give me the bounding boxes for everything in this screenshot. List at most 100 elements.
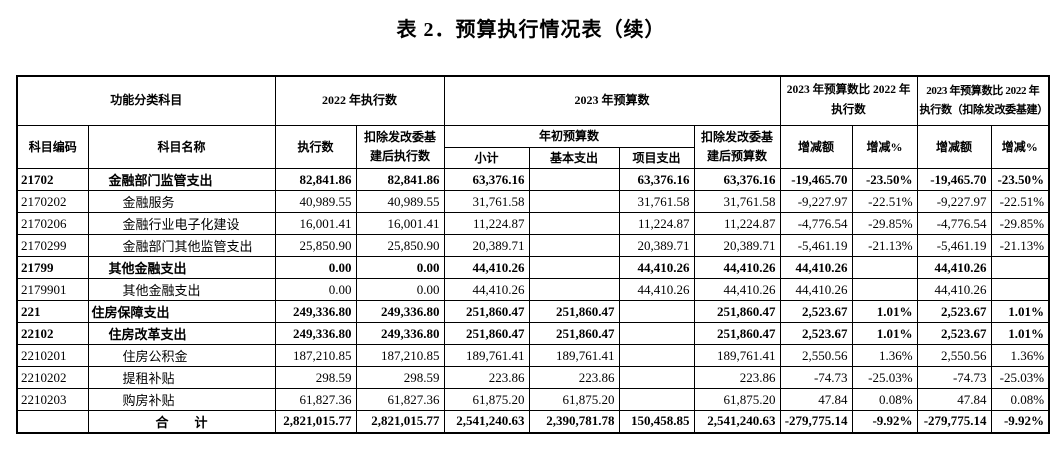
cell-value: 187,210.85 xyxy=(355,344,445,368)
header-2023-vs-2022-ex-group: 2023 年预算数比 2022 年 执行数（扣除发改委基建） xyxy=(916,75,1050,126)
cell-value xyxy=(618,388,695,412)
cell-subject-name: 金融部门其他监管支出 xyxy=(87,234,276,258)
cell-value: -5,461.19 xyxy=(779,234,853,258)
cell-subject-name: 住房保障支出 xyxy=(87,300,276,324)
cell-value xyxy=(618,300,695,324)
cell-value: 82,841.86 xyxy=(355,168,445,192)
cell-value: 0.00 xyxy=(355,256,445,280)
cell-value: 11,224.87 xyxy=(693,212,781,236)
cell-value: 0.08% xyxy=(990,388,1050,412)
cell-subject-name: 金融服务 xyxy=(87,190,276,214)
header-subtotal: 小计 xyxy=(443,146,530,170)
cell-value: 298.59 xyxy=(274,366,357,390)
cell-value: 20,389.71 xyxy=(618,234,695,258)
cell-value: -5,461.19 xyxy=(916,234,992,258)
cell-value xyxy=(528,256,620,280)
cell-value: 25,850.90 xyxy=(274,234,357,258)
cell-value: 2,390,781.78 xyxy=(528,410,620,434)
table-row: 21702 金融部门监管支出 82,841.86 82,841.86 63,376.16… xyxy=(16,168,1050,192)
cell-value xyxy=(618,322,695,346)
header-project-expenditure: 项目支出 xyxy=(618,146,695,170)
header-execution-excl-ndrc: 扣除发改委基 建后执行数 xyxy=(355,124,445,170)
header-initial-budget: 年初预算数 xyxy=(443,124,695,148)
cell-value: 251,860.47 xyxy=(693,300,781,324)
cell-value: 223.86 xyxy=(693,366,781,390)
cell-value: 44,410.26 xyxy=(779,256,853,280)
cell-subject-name: 金融部门监管支出 xyxy=(87,168,276,192)
cell-value: -29.85% xyxy=(851,212,918,236)
cell-value: 44,410.26 xyxy=(618,278,695,302)
header-subject-code: 科目编码 xyxy=(16,124,89,170)
cell-value: 63,376.16 xyxy=(443,168,530,192)
header-change-percent-1: 增减% xyxy=(851,124,918,170)
cell-value: 251,860.47 xyxy=(528,300,620,324)
cell-subject-code: 22102 xyxy=(16,322,89,346)
cell-value: 63,376.16 xyxy=(693,168,781,192)
cell-value: 1.36% xyxy=(990,344,1050,368)
cell-value: -9,227.97 xyxy=(779,190,853,214)
cell-value: -9.92% xyxy=(990,410,1050,434)
cell-value: 2,523.67 xyxy=(779,300,853,324)
cell-value: 47.84 xyxy=(779,388,853,412)
cell-value: -22.51% xyxy=(990,190,1050,214)
table-row: 22102 住房改革支出 249,336.80 249,336.80 251,860.4… xyxy=(16,322,1050,346)
cell-value: 223.86 xyxy=(443,366,530,390)
cell-subject-name: 住房公积金 xyxy=(87,344,276,368)
table-row: 合 计 2,821,015.77 2,821,015.77 2,541,240.63 2… xyxy=(16,410,1050,434)
cell-value: 61,827.36 xyxy=(274,388,357,412)
table-row: 2179901 其他金融支出 0.00 0.00 44,410.26 44,410.26 4… xyxy=(16,278,1050,302)
cell-value: 2,523.67 xyxy=(779,322,853,346)
cell-value: 16,001.41 xyxy=(355,212,445,236)
cell-value: 1.01% xyxy=(851,300,918,324)
cell-value: 251,860.47 xyxy=(528,322,620,346)
cell-value: 40,989.55 xyxy=(274,190,357,214)
cell-value: 1.01% xyxy=(851,322,918,346)
cell-value: 2,550.56 xyxy=(779,344,853,368)
cell-value: -4,776.54 xyxy=(916,212,992,236)
cell-subject-name: 金融行业电子化建设 xyxy=(87,212,276,236)
cell-value: 189,761.41 xyxy=(693,344,781,368)
cell-value: 31,761.58 xyxy=(693,190,781,214)
cell-subject-code: 21799 xyxy=(16,256,89,280)
cell-value: -22.51% xyxy=(851,190,918,214)
header-2022-execution-group: 2022 年执行数 xyxy=(274,75,445,126)
cell-value: -21.13% xyxy=(851,234,918,258)
cell-value: -19,465.70 xyxy=(916,168,992,192)
cell-value: -4,776.54 xyxy=(779,212,853,236)
header-row-columns: 科目编码 科目名称 执行数 扣除发改委基 建后执行数 年初预算数 扣除发改委基 … xyxy=(16,124,1050,170)
header-change-amount-1: 增减额 xyxy=(779,124,853,170)
cell-value: 82,841.86 xyxy=(274,168,357,192)
cell-value xyxy=(851,256,918,280)
cell-value: 16,001.41 xyxy=(274,212,357,236)
cell-value: 0.00 xyxy=(274,278,357,302)
header-change-amount-2: 增减额 xyxy=(916,124,992,170)
cell-value: 63,376.16 xyxy=(618,168,695,192)
cell-value: 2,541,240.63 xyxy=(693,410,781,434)
cell-value: 11,224.87 xyxy=(618,212,695,236)
cell-value: -9,227.97 xyxy=(916,190,992,214)
header-execution: 执行数 xyxy=(274,124,357,170)
cell-value: 251,860.47 xyxy=(443,300,530,324)
cell-subject-code: 2170206 xyxy=(16,212,89,236)
cell-value: 223.86 xyxy=(528,366,620,390)
cell-value: 189,761.41 xyxy=(443,344,530,368)
cell-value xyxy=(528,234,620,258)
cell-value: 249,336.80 xyxy=(274,300,357,324)
cell-value: 2,550.56 xyxy=(916,344,992,368)
cell-value: -29.85% xyxy=(990,212,1050,236)
table-row: 21799 其他金融支出 0.00 0.00 44,410.26 44,410.26 44,… xyxy=(16,256,1050,280)
cell-value: 0.08% xyxy=(851,388,918,412)
cell-value: 249,336.80 xyxy=(355,300,445,324)
cell-value: -9.92% xyxy=(851,410,918,434)
budget-execution-table: 功能分类科目 2022 年执行数 2023 年预算数 2023 年预算数比 20… xyxy=(16,75,1051,434)
cell-value: 61,827.36 xyxy=(355,388,445,412)
cell-value: 1.01% xyxy=(990,300,1050,324)
header-basic-expenditure: 基本支出 xyxy=(528,146,620,170)
cell-value: 11,224.87 xyxy=(443,212,530,236)
cell-value: 25,850.90 xyxy=(355,234,445,258)
header-row-groups: 功能分类科目 2022 年执行数 2023 年预算数 2023 年预算数比 20… xyxy=(16,75,1050,126)
cell-value xyxy=(990,256,1050,280)
header-function-category: 功能分类科目 xyxy=(16,75,276,126)
cell-value: 251,860.47 xyxy=(693,322,781,346)
